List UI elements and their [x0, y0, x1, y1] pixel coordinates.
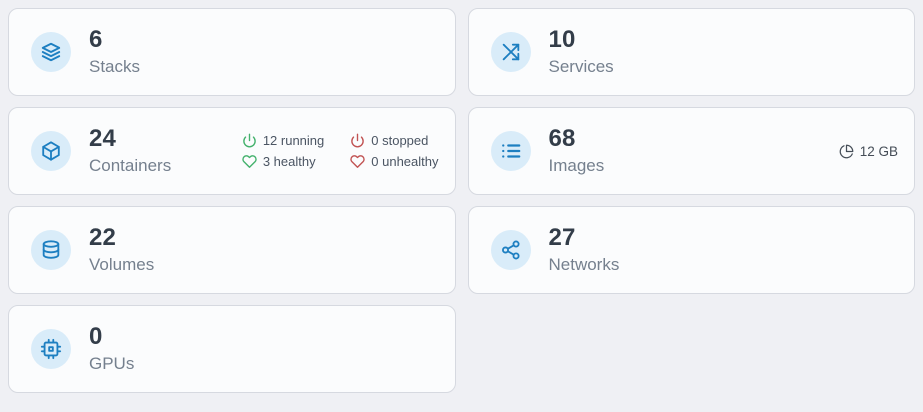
- list-icon: [490, 131, 531, 171]
- database-icon: [31, 230, 71, 270]
- networks-label: Networks: [548, 254, 620, 274]
- containers-running-label: 12 running: [262, 133, 325, 148]
- shuffle-icon: [490, 32, 531, 72]
- containers-label: Containers: [89, 155, 172, 175]
- containers-unhealthy-stat: 0 unhealthy: [350, 154, 439, 169]
- card-gpus[interactable]: 0 GPUs: [8, 305, 456, 393]
- heart-icon: [350, 155, 365, 168]
- cpu-icon: [31, 329, 71, 369]
- containers-healthy-stat: 3 healthy: [242, 154, 324, 169]
- card-images-text: 68 Images: [548, 125, 605, 176]
- services-count: 10: [548, 26, 576, 54]
- card-services[interactable]: 10 Services: [467, 8, 915, 96]
- gpus-count: 0: [89, 323, 103, 351]
- containers-substats: 12 running 0 stopped 3 healthy 0 unhealt…: [242, 133, 439, 169]
- containers-unhealthy-label: 0 unhealthy: [371, 154, 439, 169]
- containers-stopped-label: 0 stopped: [371, 133, 429, 148]
- networks-count: 27: [548, 224, 576, 252]
- card-services-text: 10 Services: [548, 26, 614, 77]
- card-gpus-text: 0 GPUs: [89, 323, 135, 374]
- card-stacks[interactable]: 6 Stacks: [8, 8, 456, 96]
- containers-running-stat: 12 running: [242, 133, 324, 148]
- share-icon: [490, 230, 531, 270]
- power-icon: [351, 133, 365, 148]
- images-size-label: 12 GB: [859, 143, 898, 159]
- heart-icon: [242, 155, 257, 168]
- card-volumes-text: 22 Volumes: [89, 224, 155, 275]
- containers-stopped-stat: 0 stopped: [350, 133, 438, 148]
- card-containers-text: 24 Containers: [89, 125, 172, 176]
- card-networks[interactable]: 27 Networks: [467, 206, 915, 294]
- card-images[interactable]: 68 Images 12 GB: [467, 107, 915, 195]
- containers-count: 24: [89, 125, 117, 153]
- images-size-badge: 12 GB: [839, 144, 898, 159]
- stacks-label: Stacks: [89, 56, 141, 76]
- layers-icon: [31, 32, 71, 72]
- images-label: Images: [548, 155, 605, 175]
- card-volumes[interactable]: 22 Volumes: [8, 206, 456, 294]
- volumes-label: Volumes: [89, 254, 155, 274]
- gpus-label: GPUs: [89, 353, 135, 373]
- pie-chart-icon: [839, 144, 854, 158]
- volumes-count: 22: [89, 224, 117, 252]
- card-containers[interactable]: 24 Containers 12 running 0 stopped 3 h: [8, 107, 456, 195]
- stacks-count: 6: [89, 26, 103, 54]
- card-stacks-text: 6 Stacks: [89, 26, 141, 77]
- cube-icon: [31, 131, 71, 171]
- images-count: 68: [548, 125, 576, 153]
- containers-healthy-label: 3 healthy: [262, 154, 316, 169]
- services-label: Services: [548, 56, 614, 76]
- card-networks-text: 27 Networks: [548, 224, 620, 275]
- power-icon: [243, 133, 256, 148]
- dashboard-summary: 6 Stacks 10 Services 24: [8, 8, 915, 393]
